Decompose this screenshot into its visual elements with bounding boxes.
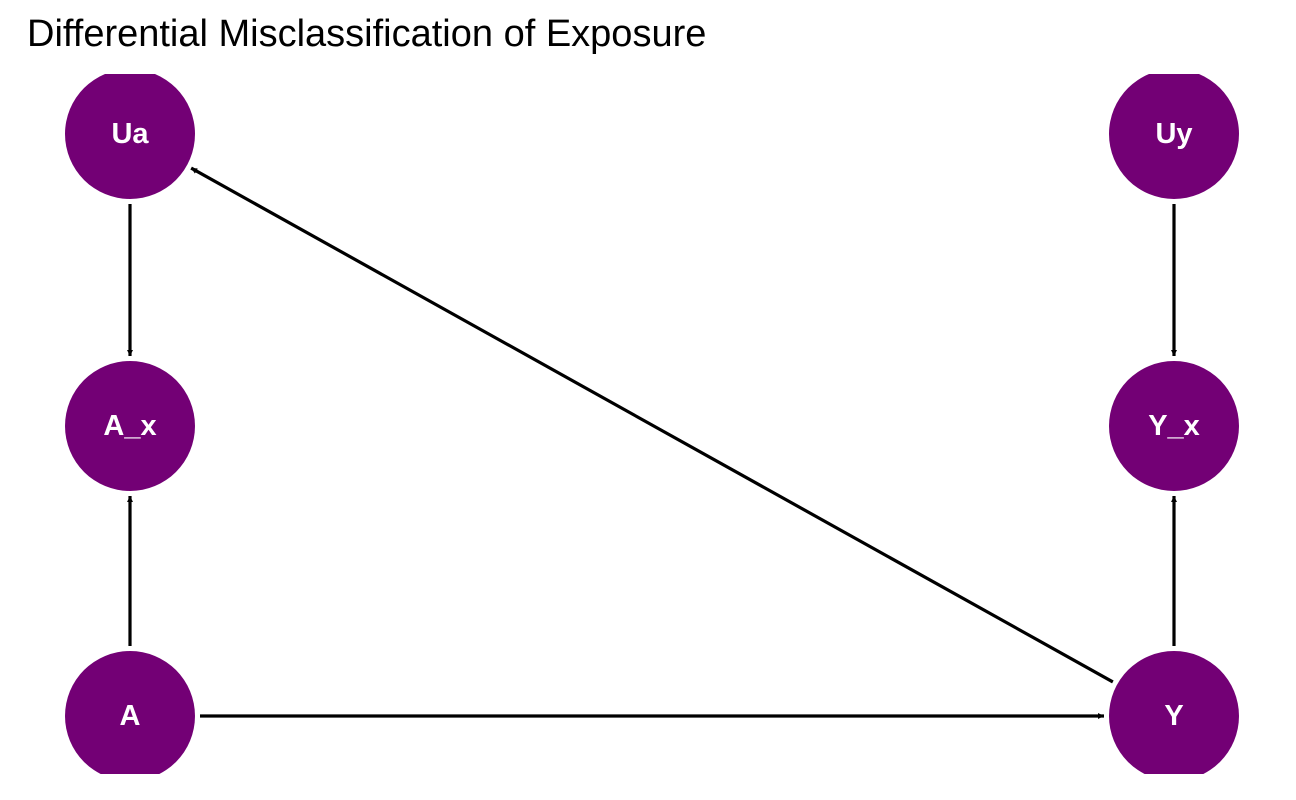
node-uy: Uy <box>1109 74 1239 199</box>
node-label-y: Y <box>1164 700 1183 732</box>
dag-canvas: Ua Uy A_x Y_x A Y <box>65 74 1239 774</box>
node-circle-ua <box>65 74 195 199</box>
edges-layer <box>127 166 1177 719</box>
node-ua: Ua <box>65 74 195 199</box>
dag-panel: Ua Uy A_x Y_x A Y <box>0 74 1296 774</box>
node-label-y-x: Y_x <box>1148 410 1200 442</box>
node-label-a-x: A_x <box>103 410 156 442</box>
node-y-x: Y_x <box>1109 361 1239 491</box>
node-circle-y <box>1109 651 1239 774</box>
diagram-title: Differential Misclassification of Exposu… <box>27 13 707 55</box>
edge-y-to-ua <box>190 166 1114 684</box>
node-a-x: A_x <box>65 361 195 491</box>
node-label-ua: Ua <box>111 118 149 150</box>
node-label-uy: Uy <box>1155 118 1192 150</box>
node-a: A <box>65 651 195 774</box>
node-y: Y <box>1109 651 1239 774</box>
node-circle-y-x <box>1109 361 1239 491</box>
node-label-a: A <box>120 700 141 732</box>
node-circle-uy <box>1109 74 1239 199</box>
node-circle-a-x <box>65 361 195 491</box>
nodes-layer: Ua Uy A_x Y_x A Y <box>65 74 1239 774</box>
node-circle-a <box>65 651 195 774</box>
